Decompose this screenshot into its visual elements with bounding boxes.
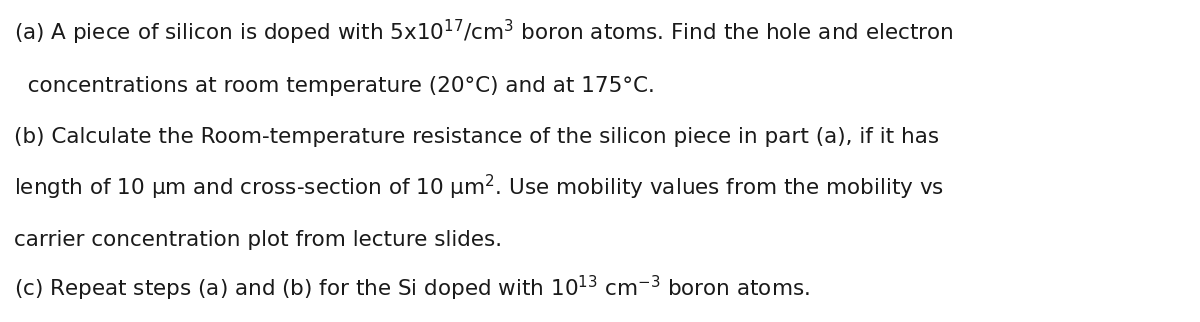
- Text: concentrations at room temperature (20°C) and at 175°C.: concentrations at room temperature (20°C…: [14, 76, 655, 96]
- Text: (b) Calculate the Room-temperature resistance of the silicon piece in part (a), : (b) Calculate the Room-temperature resis…: [14, 127, 940, 147]
- Text: carrier concentration plot from lecture slides.: carrier concentration plot from lecture …: [14, 230, 503, 250]
- Text: (c) Repeat steps (a) and (b) for the Si doped with 10$^{13}$ cm$^{-3}$ boron ato: (c) Repeat steps (a) and (b) for the Si …: [14, 274, 810, 303]
- Text: (a) A piece of silicon is doped with 5x10$^{17}$/cm$^{3}$ boron atoms. Find the : (a) A piece of silicon is doped with 5x1…: [14, 18, 954, 47]
- Text: length of 10 μm and cross-section of 10 μm$^{2}$. Use mobility values from the m: length of 10 μm and cross-section of 10 …: [14, 172, 944, 202]
